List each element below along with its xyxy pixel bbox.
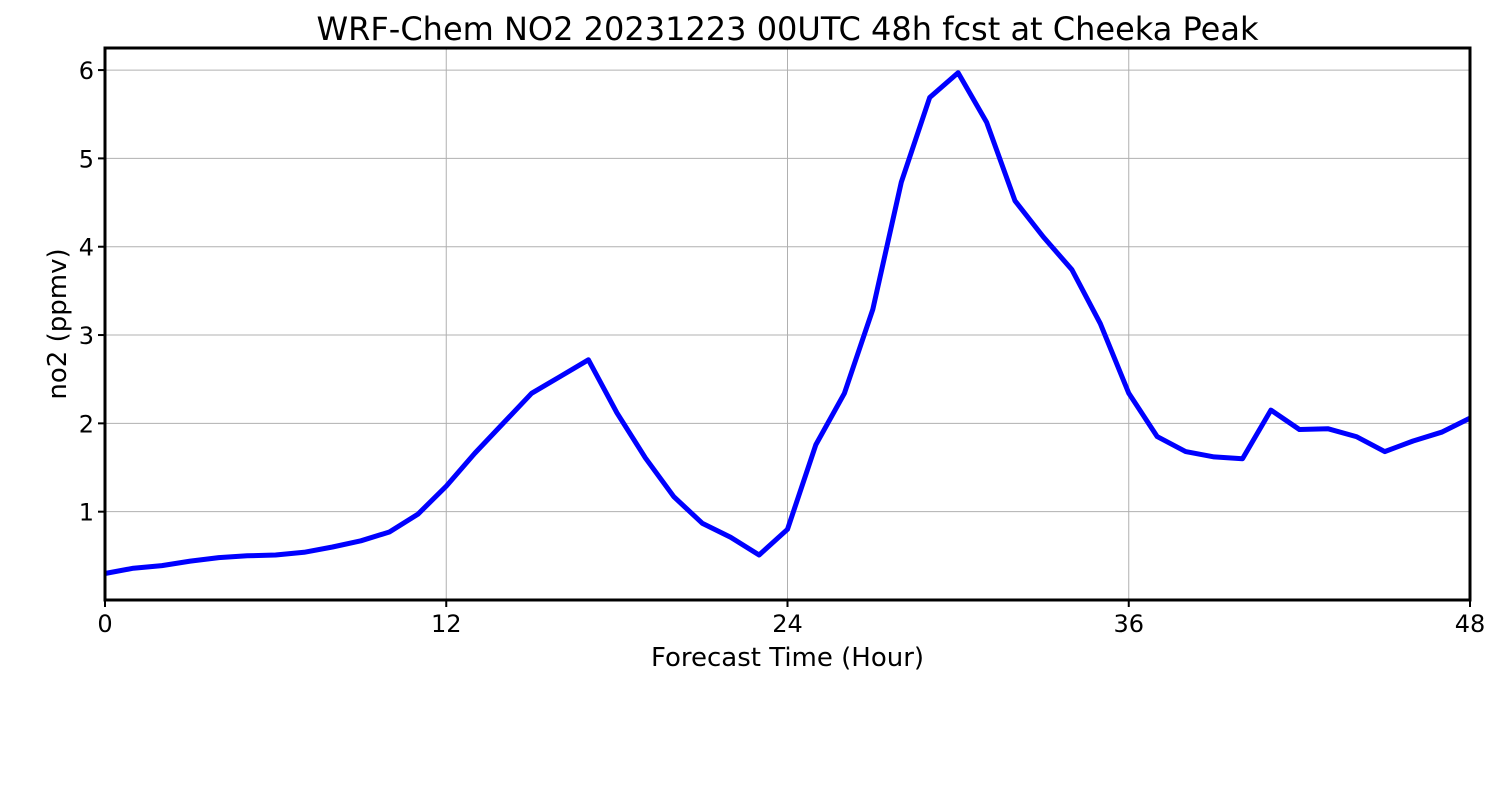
x-tick-label: 36 bbox=[1113, 610, 1144, 638]
x-tick-label: 12 bbox=[431, 610, 462, 638]
x-tick-label: 0 bbox=[97, 610, 112, 638]
y-axis-label: no2 (ppmv) bbox=[43, 248, 73, 399]
y-tick-label: 1 bbox=[79, 499, 94, 527]
x-tick-label: 48 bbox=[1455, 610, 1486, 638]
series-layer bbox=[104, 70, 1472, 576]
x-tick-label: 24 bbox=[772, 610, 803, 638]
x-axis-label: Forecast Time (Hour) bbox=[651, 643, 924, 673]
y-tick-label: 4 bbox=[79, 234, 94, 262]
y-tick-label: 6 bbox=[79, 57, 94, 85]
no2-series-line bbox=[104, 70, 1472, 576]
y-tick-label: 5 bbox=[79, 145, 94, 173]
y-tick-label: 3 bbox=[79, 322, 94, 350]
chart-title: WRF-Chem NO2 20231223 00UTC 48h fcst at … bbox=[317, 10, 1259, 48]
y-tick-label: 2 bbox=[79, 410, 94, 438]
